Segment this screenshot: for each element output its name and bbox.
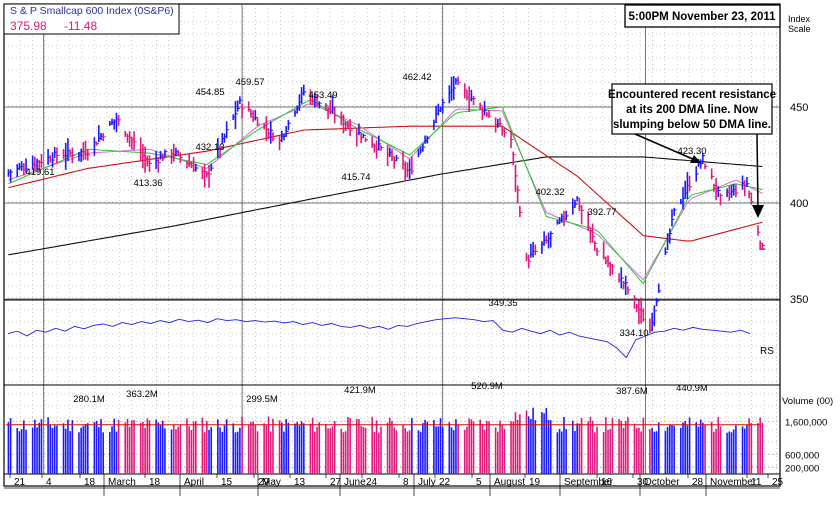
price-callout: 462.42: [402, 72, 431, 83]
date-axis-label: 27: [330, 477, 342, 488]
rs-label: RS: [760, 346, 774, 357]
annotation-line-1: Encountered recent resistance: [608, 89, 776, 101]
annotation-arrow-resistance: [634, 133, 696, 161]
price-tick-label: 350: [790, 294, 808, 306]
volume-callout: 280.1M: [73, 394, 105, 405]
timestamp-box: [624, 4, 781, 28]
volume-callout: 520.9M: [471, 381, 503, 392]
rs-line: [7, 317, 751, 359]
volume-tick-label: 200,000: [785, 463, 819, 474]
date-axis-label: 30: [637, 477, 649, 488]
annotation-arrowhead-slump: [752, 205, 764, 218]
price-callout: 349.35: [488, 298, 517, 309]
price-tick-label: 400: [790, 198, 808, 210]
date-axis-label: 24: [366, 477, 378, 488]
date-axis-label: 25: [772, 477, 784, 488]
annotation-arrowhead-resistance: [690, 155, 701, 163]
scale-label-scale: Scale: [788, 24, 811, 34]
volume-axis-label: Volume (00): [782, 396, 833, 407]
price-callout: 415.74: [341, 172, 370, 183]
annotation-arrow-slump: [756, 133, 759, 211]
date-axis-label: June: [344, 477, 366, 488]
volume-bars-layer: [6, 407, 764, 474]
date-axis-label: 18: [84, 477, 96, 488]
price-callout: 459.57: [235, 77, 264, 88]
date-axis-label: 8: [403, 477, 409, 488]
ma-50-line: [8, 125, 763, 242]
price-callout: 454.85: [195, 87, 224, 98]
date-axis-label: 18: [149, 477, 161, 488]
date-axis-label: November: [710, 477, 757, 488]
date-axis-label: 4: [46, 477, 52, 488]
price-bars-layer: [7, 76, 766, 334]
price-callout: 402.32: [535, 187, 564, 198]
date-axis-label: 19: [529, 477, 541, 488]
label-layer: 350 400 450 454.85 459.57 453.49 462.42 419.61 4…: [14, 72, 827, 488]
date-axis-label: April: [184, 477, 204, 488]
timestamp: 5:00PM November 23, 2011: [628, 11, 776, 23]
price-callout: 453.49: [308, 90, 337, 101]
date-axis-label: 5: [476, 477, 482, 488]
volume-callout: 440.9M: [676, 383, 708, 394]
scale-label-index: Index: [788, 14, 811, 24]
annotation-box: [611, 83, 773, 135]
date-axis-label: March: [108, 477, 136, 488]
price-callout: 392.77: [587, 207, 616, 218]
price-callout: 419.61: [25, 167, 54, 178]
date-axis-label: May: [262, 477, 281, 488]
price-callout: 334.10: [619, 328, 648, 339]
date-axis-label: 21: [14, 477, 26, 488]
volume-callout: 363.2M: [126, 389, 158, 400]
price-tick-label: 450: [790, 102, 808, 114]
ma-10-line: [8, 100, 763, 285]
date-axis-label: 13: [294, 477, 306, 488]
date-axis-label: August: [494, 477, 525, 488]
date-axis-label: September: [564, 477, 614, 488]
date-axis-label: 28: [692, 477, 704, 488]
index-title: S & P Smallcap 600 Index: [10, 5, 133, 17]
volume-tick-label: 1,600,000: [785, 417, 827, 428]
last-price: 375.98: [10, 19, 47, 33]
header-box: [3, 3, 180, 35]
price-change: -11.48: [64, 19, 97, 33]
volume-callout: 421.9M: [344, 385, 376, 396]
date-axis-label: October: [644, 477, 680, 488]
price-callout: 432.13: [195, 142, 224, 153]
date-axis-label: 29: [258, 477, 270, 488]
date-axis-label: 15: [221, 477, 233, 488]
annotation-line-3: slumping below 50 DMA line.: [613, 119, 771, 131]
ma-200-line: [8, 156, 763, 256]
price-callout: 413.36: [133, 178, 162, 189]
date-axis-label: July: [418, 477, 436, 488]
volume-callout: 387.6M: [616, 386, 648, 397]
index-symbol: (0S&P6): [134, 5, 174, 17]
annotation-line-2: at its 200 DMA line. Now: [626, 104, 758, 116]
date-axis-label: 11: [751, 477, 762, 488]
date-axis-label: 16: [601, 477, 613, 488]
date-axis-label: 22: [439, 477, 451, 488]
volume-tick-label: 600,000: [785, 450, 819, 461]
volume-callout: 299.5M: [246, 394, 278, 405]
price-callout: 423.30: [677, 146, 706, 157]
rs-line-layer: [7, 317, 751, 359]
